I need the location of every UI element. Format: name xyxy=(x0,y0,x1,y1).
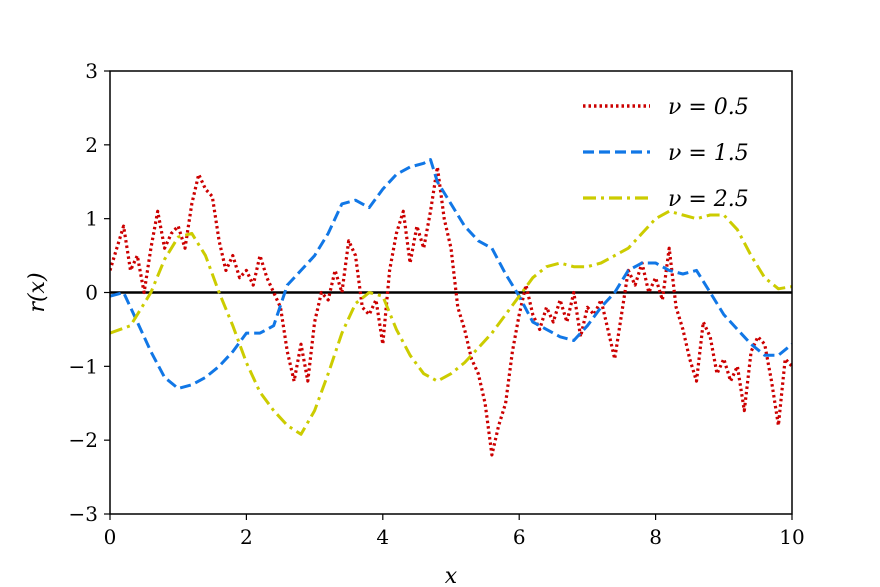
x-tick-label: 4 xyxy=(376,525,389,549)
series-line-1 xyxy=(110,165,792,457)
legend: ν = 0.5 ν = 1.5 ν = 2.5 xyxy=(583,95,749,212)
series-layer xyxy=(110,158,792,457)
x-tick-label: 10 xyxy=(779,525,804,549)
legend-label-1: ν = 0.5 xyxy=(668,95,749,120)
y-tick-label: −2 xyxy=(69,428,98,452)
y-tick-label: 2 xyxy=(85,133,98,157)
y-tick-label: 1 xyxy=(85,207,98,231)
y-tick-label: −3 xyxy=(69,502,98,526)
x-tick-label: 0 xyxy=(104,525,117,549)
axes-layer: 0 2 4 6 8 10 −3 −2 −1 0 1 2 3 xyxy=(69,59,805,549)
y-tick-label: 3 xyxy=(85,59,98,83)
series-line-2 xyxy=(110,158,792,390)
legend-label-3: ν = 2.5 xyxy=(668,187,749,212)
y-axis-label: r(x) xyxy=(25,272,50,312)
x-axis-label: x xyxy=(445,564,458,587)
y-tick-label: −1 xyxy=(69,354,98,378)
x-tick-label: 6 xyxy=(513,525,526,549)
y-tick-label: 0 xyxy=(85,281,98,305)
x-tick-label: 8 xyxy=(649,525,662,549)
x-tick-label: 2 xyxy=(240,525,253,549)
series-line-3 xyxy=(110,209,792,436)
legend-label-2: ν = 1.5 xyxy=(668,141,749,166)
